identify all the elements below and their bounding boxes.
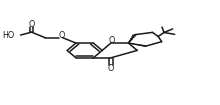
- Text: O: O: [29, 20, 35, 29]
- Text: O: O: [59, 31, 65, 39]
- Polygon shape: [128, 43, 146, 47]
- Text: O: O: [108, 64, 114, 73]
- Text: HO: HO: [3, 31, 15, 40]
- Text: O: O: [108, 36, 115, 45]
